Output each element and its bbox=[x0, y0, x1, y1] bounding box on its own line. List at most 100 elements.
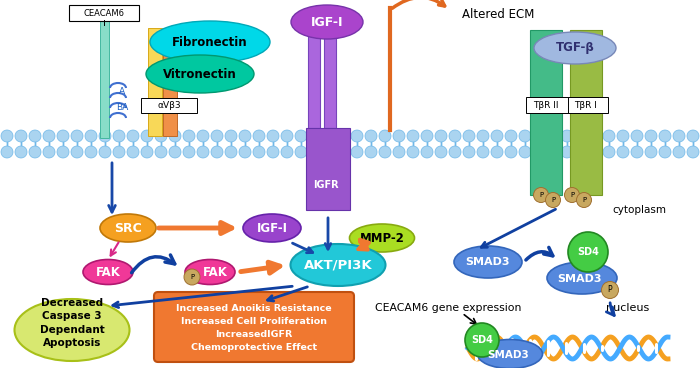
FancyBboxPatch shape bbox=[568, 97, 608, 113]
Text: P: P bbox=[551, 197, 555, 203]
Circle shape bbox=[365, 146, 377, 158]
Circle shape bbox=[225, 146, 237, 158]
Circle shape bbox=[568, 232, 608, 272]
Circle shape bbox=[309, 146, 321, 158]
Ellipse shape bbox=[547, 262, 617, 294]
Text: SMAD3: SMAD3 bbox=[558, 274, 602, 284]
Ellipse shape bbox=[454, 246, 522, 278]
Circle shape bbox=[407, 130, 419, 142]
Circle shape bbox=[379, 146, 391, 158]
Text: TGF-β: TGF-β bbox=[556, 42, 594, 54]
Circle shape bbox=[575, 130, 587, 142]
Text: BA: BA bbox=[116, 103, 128, 112]
Circle shape bbox=[323, 146, 335, 158]
Text: Fibronectin: Fibronectin bbox=[172, 35, 248, 49]
Circle shape bbox=[281, 146, 293, 158]
Circle shape bbox=[169, 146, 181, 158]
Circle shape bbox=[29, 130, 41, 142]
Circle shape bbox=[57, 130, 69, 142]
Circle shape bbox=[463, 130, 475, 142]
Circle shape bbox=[449, 146, 461, 158]
Text: MMP-2: MMP-2 bbox=[360, 231, 405, 244]
Circle shape bbox=[184, 269, 200, 285]
Circle shape bbox=[281, 130, 293, 142]
Ellipse shape bbox=[100, 214, 156, 242]
Circle shape bbox=[617, 130, 629, 142]
Ellipse shape bbox=[243, 214, 301, 242]
Ellipse shape bbox=[291, 5, 363, 39]
Circle shape bbox=[267, 130, 279, 142]
Circle shape bbox=[211, 146, 223, 158]
Circle shape bbox=[533, 130, 545, 142]
Circle shape bbox=[589, 146, 601, 158]
Text: P: P bbox=[608, 286, 612, 294]
Ellipse shape bbox=[150, 21, 270, 63]
Circle shape bbox=[85, 146, 97, 158]
Circle shape bbox=[141, 146, 153, 158]
Circle shape bbox=[295, 130, 307, 142]
Circle shape bbox=[113, 146, 125, 158]
Bar bbox=[308, 25, 320, 128]
Text: P: P bbox=[582, 197, 586, 203]
Circle shape bbox=[351, 146, 363, 158]
FancyArrowPatch shape bbox=[159, 222, 232, 234]
Text: Decreased
Caspase 3
Dependant
Apoptosis: Decreased Caspase 3 Dependant Apoptosis bbox=[40, 298, 104, 348]
Circle shape bbox=[407, 146, 419, 158]
Circle shape bbox=[393, 130, 405, 142]
FancyArrowPatch shape bbox=[132, 255, 175, 273]
Circle shape bbox=[197, 146, 209, 158]
Circle shape bbox=[564, 188, 580, 202]
Circle shape bbox=[1, 146, 13, 158]
Circle shape bbox=[603, 146, 615, 158]
FancyArrowPatch shape bbox=[606, 303, 614, 315]
Circle shape bbox=[85, 130, 97, 142]
Circle shape bbox=[505, 146, 517, 158]
Circle shape bbox=[449, 130, 461, 142]
Text: SRC: SRC bbox=[114, 222, 142, 234]
Circle shape bbox=[15, 130, 27, 142]
Bar bbox=[100, 20, 109, 138]
Circle shape bbox=[659, 146, 671, 158]
Circle shape bbox=[603, 130, 615, 142]
Circle shape bbox=[113, 130, 125, 142]
Circle shape bbox=[673, 130, 685, 142]
Text: CEACAM6: CEACAM6 bbox=[83, 8, 125, 18]
Circle shape bbox=[127, 130, 139, 142]
Circle shape bbox=[309, 130, 321, 142]
Text: IGF-I: IGF-I bbox=[311, 15, 343, 28]
Bar bbox=[163, 28, 177, 136]
Ellipse shape bbox=[290, 244, 386, 286]
Circle shape bbox=[127, 146, 139, 158]
Circle shape bbox=[547, 146, 559, 158]
Circle shape bbox=[519, 146, 531, 158]
Circle shape bbox=[323, 130, 335, 142]
Ellipse shape bbox=[15, 299, 130, 361]
Circle shape bbox=[239, 130, 251, 142]
Circle shape bbox=[71, 146, 83, 158]
Circle shape bbox=[379, 130, 391, 142]
Circle shape bbox=[601, 282, 619, 298]
Circle shape bbox=[71, 130, 83, 142]
Text: IGF-I: IGF-I bbox=[256, 222, 288, 234]
Circle shape bbox=[155, 130, 167, 142]
Circle shape bbox=[477, 130, 489, 142]
Circle shape bbox=[465, 323, 499, 357]
Circle shape bbox=[545, 192, 561, 208]
Circle shape bbox=[589, 130, 601, 142]
Text: A: A bbox=[119, 88, 125, 96]
Circle shape bbox=[505, 130, 517, 142]
Circle shape bbox=[57, 146, 69, 158]
Ellipse shape bbox=[146, 55, 254, 93]
Text: Increased Anoikis Resistance
Increased Cell Proliferation
IncreasedIGFR
Chemopro: Increased Anoikis Resistance Increased C… bbox=[176, 304, 332, 352]
Circle shape bbox=[491, 146, 503, 158]
Circle shape bbox=[645, 146, 657, 158]
Circle shape bbox=[533, 188, 549, 202]
Circle shape bbox=[15, 146, 27, 158]
Circle shape bbox=[435, 146, 447, 158]
Circle shape bbox=[533, 146, 545, 158]
Circle shape bbox=[183, 130, 195, 142]
Circle shape bbox=[673, 146, 685, 158]
Bar bbox=[324, 25, 336, 128]
Text: Altered ECM: Altered ECM bbox=[462, 7, 534, 21]
Circle shape bbox=[393, 146, 405, 158]
